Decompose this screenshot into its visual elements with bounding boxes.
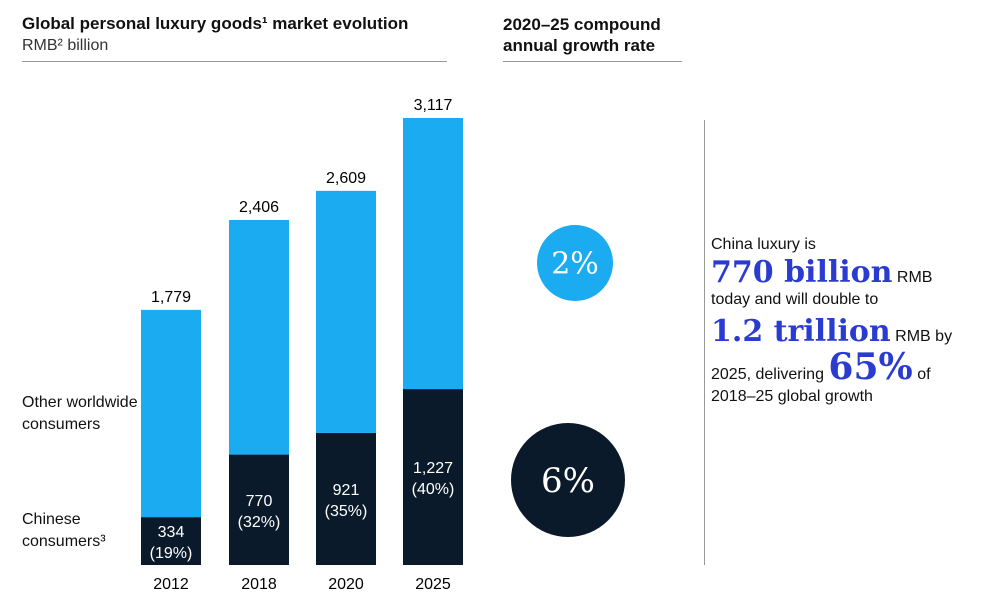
total-label: 3,117 bbox=[414, 97, 453, 114]
bar-segment bbox=[141, 517, 201, 565]
bar-segment bbox=[316, 190, 376, 433]
header-rule bbox=[503, 61, 682, 62]
x-tick-label: 2025 bbox=[415, 576, 451, 593]
data-label: 334 bbox=[158, 524, 185, 541]
data-label: 770 bbox=[246, 493, 273, 510]
bar-segment bbox=[403, 389, 463, 565]
bar-segment bbox=[141, 309, 201, 518]
callout-highlight: 1.2 trillion bbox=[711, 314, 891, 349]
total-label: 1,779 bbox=[151, 289, 191, 306]
cagr-label: 6% bbox=[541, 461, 595, 501]
bar-segment bbox=[316, 432, 376, 565]
bar-segment bbox=[229, 454, 289, 565]
legend-label: Other worldwide consumers bbox=[22, 394, 138, 433]
callout-highlight: 770 billion bbox=[711, 255, 893, 290]
cagr-circle bbox=[537, 225, 613, 301]
legend-label: Chinese consumers³ bbox=[22, 511, 106, 550]
divider bbox=[704, 120, 705, 565]
x-tick-label: 2018 bbox=[241, 576, 277, 593]
cagr-circle bbox=[511, 423, 625, 537]
cagr-label: 2% bbox=[551, 247, 599, 282]
callout-text: 2018–25 global growth bbox=[711, 388, 873, 405]
total-label: 2,406 bbox=[239, 199, 279, 216]
data-label: 921 bbox=[333, 482, 360, 499]
total-label: 2,609 bbox=[326, 170, 366, 187]
chart-subtitle: RMB² billion bbox=[22, 37, 109, 54]
header-rule bbox=[22, 61, 447, 62]
callout-text: 2025, delivering bbox=[711, 366, 824, 383]
data-label: 1,227 bbox=[413, 460, 453, 477]
callout-text: RMB bbox=[896, 269, 933, 286]
callout-text: of bbox=[917, 366, 931, 383]
x-tick-label: 2012 bbox=[153, 576, 189, 593]
bar-segment bbox=[403, 118, 463, 390]
callout-highlight: 65% bbox=[828, 346, 913, 388]
share-label: (19%) bbox=[150, 545, 193, 562]
callout: China luxury is 770 billion RMB today an… bbox=[711, 234, 996, 408]
share-label: (32%) bbox=[238, 514, 281, 531]
share-label: (35%) bbox=[325, 503, 368, 520]
bar-segment bbox=[229, 219, 289, 455]
callout-text: today and will double to bbox=[711, 291, 879, 308]
cagr-title: 2020–25 compound annual growth rate bbox=[503, 15, 661, 55]
callout-text: China luxury is bbox=[711, 236, 816, 253]
share-label: (40%) bbox=[412, 481, 455, 498]
chart-title: Global personal luxury goods¹ market evo… bbox=[22, 14, 409, 33]
callout-text: RMB by bbox=[895, 328, 953, 345]
x-tick-label: 2020 bbox=[328, 576, 364, 593]
